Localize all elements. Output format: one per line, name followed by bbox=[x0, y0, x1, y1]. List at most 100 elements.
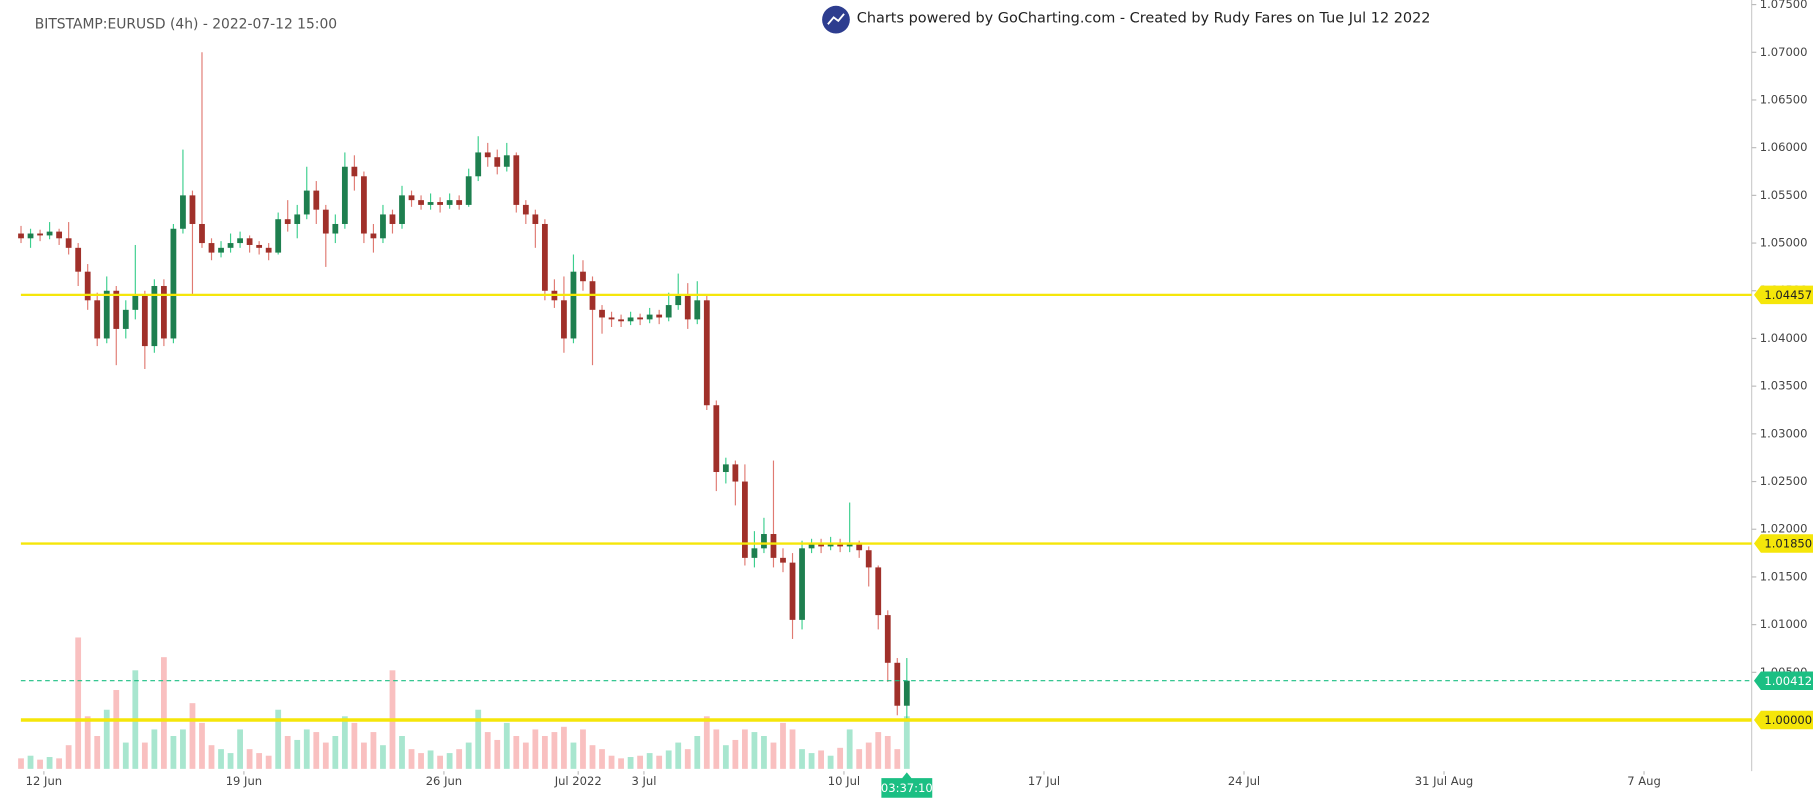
x-tick-label: 24 Jul bbox=[1228, 774, 1260, 788]
volume-bar bbox=[665, 750, 672, 769]
volume-bar bbox=[180, 729, 186, 769]
candle-body bbox=[646, 314, 653, 320]
candle-body bbox=[399, 195, 405, 224]
candle-body bbox=[561, 300, 567, 339]
volume-bar bbox=[684, 749, 691, 769]
candle-body bbox=[294, 214, 301, 224]
volume-bar bbox=[541, 736, 548, 769]
y-tick-label: 1.01000 bbox=[1760, 617, 1808, 631]
volume-bar bbox=[818, 750, 824, 769]
volume-bar bbox=[599, 749, 605, 769]
candle-body bbox=[846, 544, 853, 547]
volume-bar bbox=[75, 637, 82, 769]
volume-bar bbox=[856, 749, 863, 769]
y-tick-label: 1.03000 bbox=[1760, 426, 1808, 440]
volume-bar bbox=[456, 749, 463, 769]
volume-bar bbox=[151, 729, 158, 769]
candle-body bbox=[180, 195, 186, 229]
volume-bar bbox=[522, 742, 529, 769]
level-tag bbox=[1753, 534, 1813, 553]
logo-icon bbox=[827, 13, 845, 25]
volume-bar bbox=[303, 729, 310, 769]
volume-bar bbox=[218, 749, 224, 769]
candle-body bbox=[780, 557, 786, 563]
volume-bar bbox=[103, 709, 110, 769]
volume-bar bbox=[418, 753, 424, 769]
candle-body bbox=[56, 231, 63, 239]
volume-bar bbox=[446, 753, 453, 769]
volume-bar bbox=[294, 739, 301, 769]
volume-bar bbox=[408, 749, 415, 769]
candle-body bbox=[132, 295, 139, 310]
volume-bar bbox=[837, 747, 844, 769]
x-tick-label: 3 Jul bbox=[631, 774, 656, 788]
price-tag bbox=[1753, 671, 1813, 690]
volume-bar bbox=[675, 742, 682, 769]
candle-body bbox=[732, 464, 739, 482]
candle-body bbox=[770, 534, 777, 558]
volume-bar bbox=[789, 729, 796, 769]
volume-bar bbox=[694, 736, 701, 769]
volume-bar bbox=[84, 716, 91, 769]
volume-bar bbox=[65, 745, 72, 769]
candle-body bbox=[703, 300, 710, 406]
volume-bar bbox=[437, 755, 443, 769]
candle-body bbox=[494, 157, 501, 167]
candle-body bbox=[580, 271, 586, 282]
candle-body bbox=[656, 314, 663, 318]
candle-body bbox=[475, 152, 482, 177]
y-tick-label: 1.06500 bbox=[1760, 92, 1808, 106]
candle-body bbox=[246, 238, 253, 245]
volume-bar bbox=[170, 736, 177, 769]
candle-body bbox=[94, 300, 101, 339]
x-tick-label: 31 Jul Aug bbox=[1415, 774, 1474, 788]
volume-bar bbox=[351, 722, 358, 769]
volume-bar bbox=[770, 742, 777, 769]
candle-body bbox=[256, 244, 263, 248]
level-tag bbox=[1753, 710, 1813, 730]
volume-bar bbox=[46, 757, 53, 769]
volume-bar bbox=[122, 742, 129, 769]
volume-bar bbox=[713, 729, 720, 769]
candle-body bbox=[894, 662, 901, 706]
volume-bar bbox=[532, 729, 539, 769]
volume-bar bbox=[903, 716, 910, 769]
x-tick-label: 12 Jun bbox=[26, 774, 62, 788]
volume-bar bbox=[503, 722, 510, 769]
x-tick-label: 10 Jul bbox=[828, 774, 860, 788]
volume-bar bbox=[56, 758, 63, 769]
candle-body bbox=[208, 243, 215, 253]
volume-bar bbox=[37, 759, 43, 769]
volume-bar bbox=[875, 732, 882, 769]
x-tick-label: 26 Jun bbox=[426, 774, 462, 788]
candle-body bbox=[751, 548, 758, 558]
candle-body bbox=[541, 223, 548, 291]
candle-body bbox=[713, 405, 720, 473]
volume-bar bbox=[399, 736, 405, 769]
candle-body bbox=[799, 548, 805, 620]
volume-bar bbox=[570, 742, 577, 769]
candle-body bbox=[313, 190, 320, 210]
candle-body bbox=[189, 195, 196, 224]
volume-bar bbox=[265, 755, 272, 769]
candle-body bbox=[303, 190, 310, 215]
volume-bar bbox=[799, 749, 805, 769]
candle-body bbox=[351, 166, 358, 177]
volume-bar bbox=[637, 755, 644, 769]
candle-body bbox=[199, 223, 205, 244]
volume-bar bbox=[761, 736, 767, 769]
candle-body bbox=[27, 233, 34, 239]
volume-bar bbox=[18, 758, 24, 769]
volume-bar bbox=[380, 745, 386, 769]
volume-bar bbox=[703, 716, 710, 769]
volume-bar bbox=[341, 716, 348, 769]
volume-bar bbox=[608, 755, 615, 769]
candle-body bbox=[341, 166, 348, 224]
candle-body bbox=[884, 615, 891, 663]
volume-bar bbox=[113, 690, 120, 769]
candle-body bbox=[18, 233, 24, 239]
volume-bar bbox=[427, 750, 434, 769]
candle-body bbox=[265, 247, 272, 253]
candle-body bbox=[103, 290, 110, 339]
